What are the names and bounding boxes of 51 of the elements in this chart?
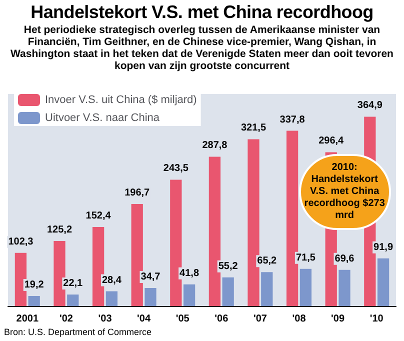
data-label: 364,9 xyxy=(357,100,383,112)
x-tick-label: '07 xyxy=(253,314,268,324)
data-label: 152,4 xyxy=(86,210,112,222)
data-label: 22,1 xyxy=(63,278,84,290)
data-label: 65,2 xyxy=(257,256,278,267)
data-label: 34,7 xyxy=(140,272,161,282)
x-tick-label: '05 xyxy=(176,314,190,324)
data-label: 28,4 xyxy=(102,274,122,286)
bar xyxy=(286,130,298,306)
bar xyxy=(28,296,40,306)
chart-title: Handelstekort V.S. met China recordhoog xyxy=(30,2,374,23)
data-label: 196,7 xyxy=(124,187,150,198)
x-tick-label: '08 xyxy=(292,314,306,324)
bar xyxy=(67,294,79,306)
bar xyxy=(144,288,156,306)
data-label: 91,9 xyxy=(374,242,394,253)
x-tick-label: '09 xyxy=(331,314,345,324)
data-label: 287,8 xyxy=(202,140,228,152)
x-tick-label: '04 xyxy=(137,314,151,324)
x-tick-label: '03 xyxy=(98,314,112,324)
data-label: 19,2 xyxy=(24,280,44,291)
x-tick-label: '06 xyxy=(214,314,229,324)
bar xyxy=(377,258,390,306)
data-label: 243,5 xyxy=(163,163,189,174)
x-tick-label: '02 xyxy=(59,314,74,324)
bar xyxy=(54,241,66,306)
legend-label: Uitvoer V.S. naar China xyxy=(45,112,160,124)
data-label: 69,6 xyxy=(334,253,355,264)
text: Bron: U.S. Department of Commerce xyxy=(4,327,152,337)
bar xyxy=(300,268,312,306)
bar xyxy=(248,139,260,306)
bar xyxy=(338,270,350,306)
bar xyxy=(106,291,118,306)
data-label: 321,5 xyxy=(240,122,266,134)
legend-label: Invoer V.S. uit China ($ miljard) xyxy=(45,94,197,106)
bar xyxy=(131,204,143,306)
bar xyxy=(183,284,196,306)
annotation: 2010: Handelstekort V.S. met China recordhoog $273 mrd xyxy=(298,154,391,230)
data-label: 41,8 xyxy=(180,268,200,279)
data-label: 102,3 xyxy=(8,236,34,248)
bar xyxy=(261,272,273,306)
data-label: 337,8 xyxy=(280,114,306,126)
data-label: 71,5 xyxy=(296,252,316,264)
data-label: 125,2 xyxy=(46,224,72,236)
chart-subtitle: Het periodieke strategisch overleg tussen de Amerikaanse minister van Financiën, Tim Geithner, en de Chinese vice-premier, Wang Qishan, in Washington staat in het teken dat de Verenigde Staten meer dan ooit tevoren kopen van zijn grootste concurrent xyxy=(10,24,394,72)
bar xyxy=(14,252,27,306)
x-tick-label: 2001 xyxy=(16,314,39,324)
data-label: 296,4 xyxy=(318,136,344,147)
bar xyxy=(222,277,234,306)
x-tick-label: '10 xyxy=(370,314,384,324)
data-label: 55,2 xyxy=(218,260,238,272)
